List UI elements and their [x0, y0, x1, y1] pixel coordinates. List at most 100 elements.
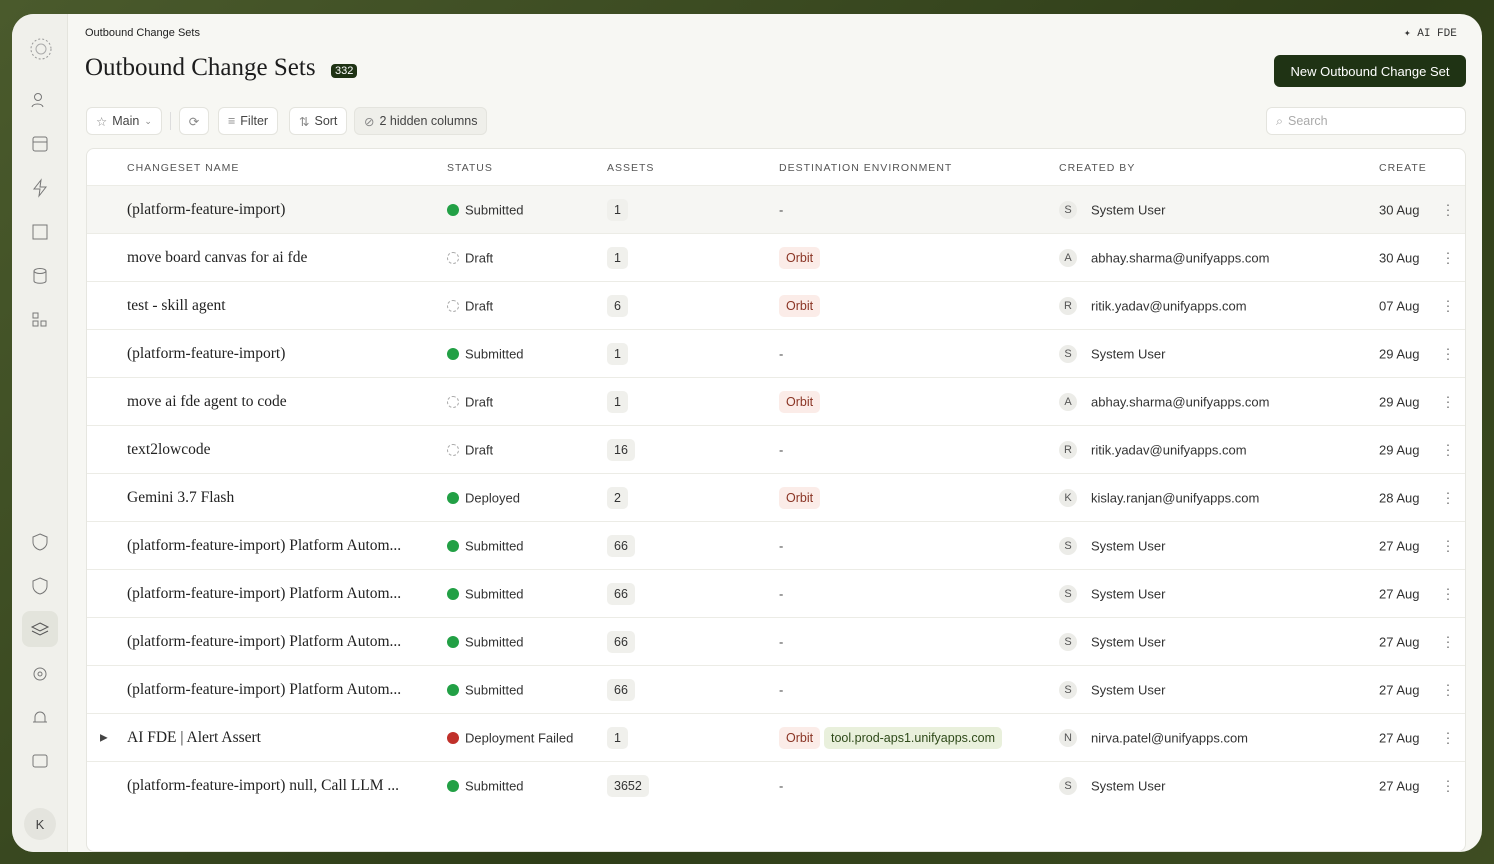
status-icon — [447, 587, 459, 600]
table-row[interactable]: ▶ AI FDE | Alert Assert Deployment Failed 1… — [87, 713, 1465, 761]
creator: ritik.yadav@unifyapps.com — [1091, 442, 1247, 457]
nav-icon[interactable] — [30, 752, 50, 772]
status-icon — [447, 299, 459, 312]
creator-avatar: N — [1059, 728, 1077, 747]
environment-empty: - — [779, 634, 784, 649]
app-window: K Outbound Change Sets ✦ AI FDE Outbound… — [12, 14, 1482, 852]
changeset-name: AI FDE | Alert Assert — [127, 728, 261, 746]
status-text: Deployed — [465, 490, 520, 505]
environment-empty: - — [779, 538, 784, 553]
creator-avatar: S — [1059, 632, 1077, 651]
row-menu[interactable]: ⋮ — [1441, 393, 1455, 409]
status-text: Draft — [465, 394, 494, 409]
nav-icon[interactable] — [30, 532, 50, 552]
view-label: Main — [112, 114, 140, 128]
created-date: 07 Aug — [1379, 298, 1420, 313]
assets-count: 66 — [607, 630, 635, 653]
assistant-button[interactable]: ✦ AI FDE — [1404, 28, 1457, 40]
status-text: Draft — [465, 442, 494, 457]
creator-avatar: K — [1059, 488, 1077, 507]
column-header: DESTINATION ENVIRONMENT — [779, 162, 953, 174]
search-box[interactable]: ⌕ Search — [1266, 107, 1466, 135]
creator: abhay.sharma@unifyapps.com — [1091, 250, 1270, 265]
nav-icon[interactable] — [30, 90, 50, 110]
creator-avatar: S — [1059, 200, 1077, 219]
status-icon — [447, 635, 459, 648]
row-menu[interactable]: ⋮ — [1441, 633, 1455, 649]
changeset-name: text2lowcode — [127, 440, 211, 458]
table-row[interactable]: (platform-feature-import) null, Call LLM… — [87, 761, 1465, 809]
nav-icon[interactable] — [30, 178, 50, 198]
creator-avatar: S — [1059, 680, 1077, 699]
row-menu[interactable]: ⋮ — [1441, 777, 1455, 793]
assets-count: 3652 — [607, 774, 649, 797]
row-menu[interactable]: ⋮ — [1441, 729, 1455, 745]
status-icon — [447, 683, 459, 696]
creator-avatar: R — [1059, 440, 1077, 459]
nav-icon[interactable] — [30, 620, 50, 640]
status-icon — [447, 491, 459, 504]
user-avatar[interactable]: K — [24, 808, 56, 840]
count-badge: 332 — [331, 64, 358, 78]
status-text: Draft — [465, 298, 494, 313]
status-icon — [447, 203, 459, 216]
table-row[interactable]: (platform-feature-import) Platform Autom… — [87, 617, 1465, 665]
created-date: 27 Aug — [1379, 682, 1420, 697]
nav-icon[interactable] — [30, 576, 50, 596]
changeset-name: (platform-feature-import) Platform Autom… — [127, 632, 402, 650]
table-row[interactable]: (platform-feature-import) Platform Autom… — [87, 665, 1465, 713]
expand-toggle[interactable]: ▶ — [100, 732, 108, 743]
column-header: CREATED — [1379, 162, 1427, 174]
row-menu[interactable]: ⋮ — [1441, 297, 1455, 313]
table-row[interactable]: (platform-feature-import) Submitted 1 - S Sys… — [87, 185, 1465, 233]
assets-count: 66 — [607, 678, 635, 701]
status-icon — [447, 443, 459, 456]
nav-icon[interactable] — [30, 134, 50, 154]
breadcrumb: Outbound Change Sets — [85, 27, 200, 39]
nav-icon[interactable] — [30, 266, 50, 286]
row-menu[interactable]: ⋮ — [1441, 585, 1455, 601]
creator-avatar: A — [1059, 392, 1077, 411]
view-select[interactable]: ☆ Main ⌄ — [86, 107, 162, 135]
hidden-columns-button[interactable]: ⊘ 2 hidden columns — [354, 107, 488, 135]
changeset-name: (platform-feature-import) Platform Autom… — [127, 680, 402, 698]
row-menu[interactable]: ⋮ — [1441, 201, 1455, 217]
changeset-name: move board canvas for ai fde — [127, 248, 308, 266]
table-row[interactable]: (platform-feature-import) Platform Autom… — [87, 521, 1465, 569]
status-text: Submitted — [465, 586, 524, 601]
refresh-button[interactable]: ⟳ — [179, 107, 209, 135]
table-row[interactable]: (platform-feature-import) Submitted 1 - S Sys… — [87, 329, 1465, 377]
nav-active[interactable] — [22, 611, 58, 647]
filter-button[interactable]: ≡ Filter — [218, 107, 279, 135]
row-menu[interactable]: ⋮ — [1441, 249, 1455, 265]
row-menu[interactable]: ⋮ — [1441, 441, 1455, 457]
row-menu[interactable]: ⋮ — [1441, 681, 1455, 697]
assets-count: 2 — [607, 486, 628, 509]
row-menu[interactable]: ⋮ — [1441, 345, 1455, 361]
created-date: 27 Aug — [1379, 538, 1420, 553]
sort-button[interactable]: ⇅ Sort — [289, 107, 348, 135]
table-row[interactable]: move board canvas for ai fde Draft 1 Orbit A… — [87, 233, 1465, 281]
nav-icon[interactable] — [30, 708, 50, 728]
nav-icon[interactable] — [30, 222, 50, 242]
row-menu[interactable]: ⋮ — [1441, 489, 1455, 505]
changeset-name: test - skill agent — [127, 296, 226, 314]
primary-button[interactable]: New Outbound Change Set — [1274, 55, 1466, 87]
environment-empty: - — [779, 778, 784, 793]
column-header: ASSETS — [607, 162, 655, 174]
changeset-name: (platform-feature-import) Platform Autom… — [127, 536, 402, 554]
creator: System User — [1091, 634, 1166, 649]
nav-icon[interactable] — [30, 310, 50, 330]
table-row[interactable]: (platform-feature-import) Platform Autom… — [87, 569, 1465, 617]
created-date: 28 Aug — [1379, 490, 1420, 505]
status-text: Submitted — [465, 202, 524, 217]
creator-avatar: S — [1059, 536, 1077, 555]
status-icon — [447, 731, 459, 744]
row-menu[interactable]: ⋮ — [1441, 537, 1455, 553]
nav-icon[interactable] — [30, 664, 50, 684]
